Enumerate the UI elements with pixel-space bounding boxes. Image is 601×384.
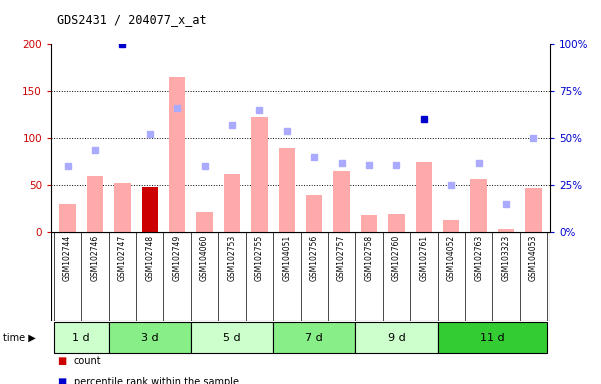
Text: GSM102748: GSM102748	[145, 235, 154, 281]
Bar	[141, 187, 158, 232]
Text: 7 d: 7 d	[305, 333, 323, 343]
Bar	[279, 147, 295, 232]
Bar	[416, 162, 432, 232]
Text: GSM104052: GSM104052	[447, 235, 456, 281]
Text: GSM104051: GSM104051	[282, 235, 291, 281]
Bar	[169, 77, 185, 232]
Text: percentile rank within the sample: percentile rank within the sample	[74, 377, 239, 384]
Bar	[191, 323, 273, 353]
Text: GDS2431 / 204077_x_at: GDS2431 / 204077_x_at	[57, 13, 207, 26]
Text: 5 d: 5 d	[223, 333, 241, 343]
Text: 11 d: 11 d	[480, 333, 505, 343]
Text: GSM102760: GSM102760	[392, 235, 401, 281]
Text: GSM104060: GSM104060	[200, 235, 209, 281]
Text: 3 d: 3 d	[141, 333, 159, 343]
Bar	[224, 174, 240, 232]
Text: GSM102749: GSM102749	[172, 235, 182, 281]
Bar	[251, 117, 267, 232]
Text: GSM102763: GSM102763	[474, 235, 483, 281]
Bar	[438, 323, 547, 353]
Bar	[114, 184, 130, 232]
Text: GSM102761: GSM102761	[419, 235, 429, 281]
Text: GSM102758: GSM102758	[365, 235, 373, 281]
Text: GSM102757: GSM102757	[337, 235, 346, 281]
Text: time ▶: time ▶	[3, 333, 35, 343]
Bar	[197, 212, 213, 232]
Text: GSM102756: GSM102756	[310, 235, 319, 281]
Text: GSM102744: GSM102744	[63, 235, 72, 281]
Bar	[361, 215, 377, 232]
Bar	[109, 323, 191, 353]
Text: GSM102753: GSM102753	[228, 235, 236, 281]
Text: ■: ■	[57, 377, 66, 384]
Bar	[388, 214, 404, 232]
Text: GSM102746: GSM102746	[90, 235, 99, 281]
Text: GSM102747: GSM102747	[118, 235, 127, 281]
Bar	[273, 323, 355, 353]
Bar	[54, 323, 109, 353]
Text: GSM103323: GSM103323	[502, 235, 511, 281]
Bar	[87, 176, 103, 232]
Bar	[443, 220, 460, 232]
Bar	[59, 204, 76, 232]
Text: GSM102755: GSM102755	[255, 235, 264, 281]
Bar	[334, 171, 350, 232]
Text: count: count	[74, 356, 102, 366]
Text: 1 d: 1 d	[73, 333, 90, 343]
Text: ■: ■	[57, 356, 66, 366]
Text: 9 d: 9 d	[388, 333, 405, 343]
Bar	[525, 188, 542, 232]
Bar	[471, 179, 487, 232]
Bar	[355, 323, 438, 353]
Bar	[306, 195, 322, 232]
Bar	[498, 228, 514, 232]
Text: GSM104053: GSM104053	[529, 235, 538, 281]
